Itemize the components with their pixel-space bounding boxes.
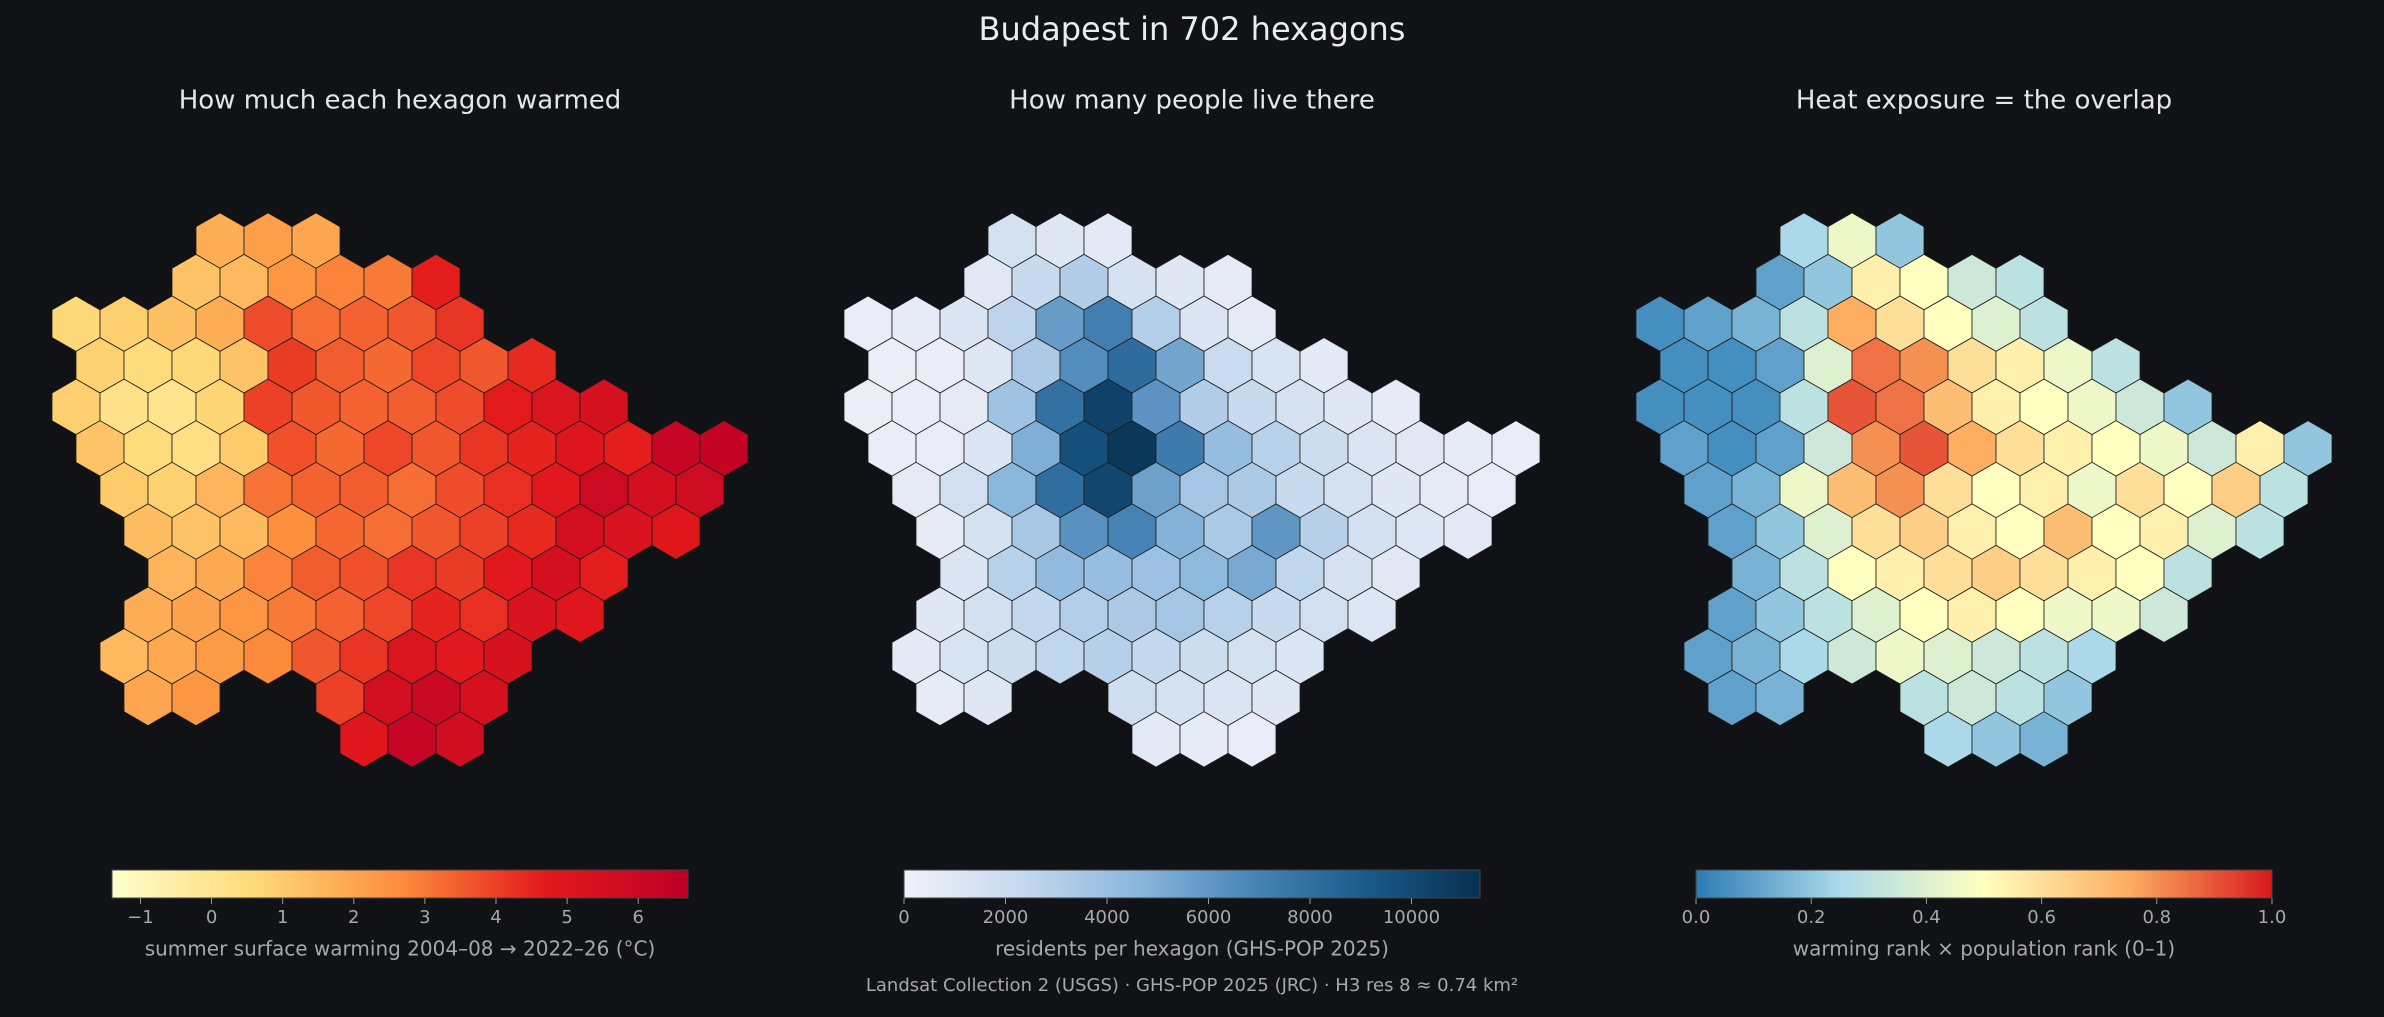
colorbar <box>1695 869 2273 899</box>
colorbar-tick-label: 0.0 <box>1682 907 1711 928</box>
hexagon <box>1755 669 1805 727</box>
figure-title: Budapest in 702 hexagons <box>979 10 1406 48</box>
panel-title: How many people live there <box>1009 86 1375 116</box>
colorbar-tick-label: 2 <box>348 907 359 928</box>
source-note: Landsat Collection 2 (USGS) · GHS-POP 20… <box>866 975 1518 996</box>
colorbar-tick-label: 4000 <box>1084 907 1130 928</box>
colorbar-tick-label: 3 <box>419 907 430 928</box>
panel-title: Heat exposure = the overlap <box>1796 86 2172 116</box>
hexagon <box>651 503 701 560</box>
colorbar-tick-label: 8000 <box>1287 907 1333 928</box>
colorbar-label: summer surface warming 2004–08 → 2022–26… <box>145 937 656 961</box>
colorbar-tick-label: 0.8 <box>2142 907 2171 928</box>
colorbar-tick-label: 1.0 <box>2258 907 2287 928</box>
colorbar-tick-label: −1 <box>127 907 154 928</box>
colorbar-tick-label: 0 <box>206 907 217 928</box>
hexagon <box>435 711 485 768</box>
colorbar-tick-label: 1 <box>277 907 288 928</box>
hexagon <box>1347 586 1397 643</box>
hexagon <box>1227 711 1277 768</box>
hexagon <box>1443 503 1493 560</box>
colorbar-tick-label: 6000 <box>1186 907 1232 928</box>
colorbar-tick-label: 0.2 <box>1797 907 1826 928</box>
colorbar-tick-label: 0 <box>898 907 909 928</box>
hexagon <box>2019 711 2069 768</box>
colorbar <box>903 869 1481 899</box>
colorbar-tick-label: 6 <box>632 907 643 928</box>
hex-map <box>1635 212 2333 768</box>
colorbar-tick-label: 10000 <box>1383 907 1440 928</box>
panel-title: How much each hexagon warmed <box>179 86 622 116</box>
hex-map <box>51 212 749 768</box>
hexagon <box>963 669 1013 727</box>
hexagon <box>2139 586 2189 643</box>
colorbar-tick-label: 5 <box>561 907 572 928</box>
colorbar-label: residents per hexagon (GHS-POP 2025) <box>995 937 1389 961</box>
colorbar-tick-label: 2000 <box>983 907 1029 928</box>
hexagon <box>555 586 605 643</box>
colorbar-tick-label: 0.6 <box>2027 907 2056 928</box>
colorbar-label: warming rank × population rank (0–1) <box>1793 937 2175 961</box>
colorbar-tick-label: 0.4 <box>1912 907 1941 928</box>
colorbar <box>111 869 689 899</box>
hexagon <box>171 669 221 727</box>
colorbar-tick-label: 4 <box>490 907 501 928</box>
hex-map <box>843 212 1541 768</box>
hexagon <box>2235 503 2285 560</box>
